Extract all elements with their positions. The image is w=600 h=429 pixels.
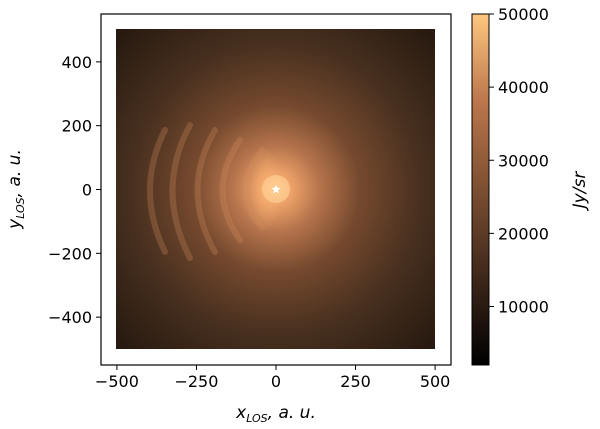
colorbar-tick-label: 50000 xyxy=(498,5,549,24)
y-tick-label: −200 xyxy=(48,244,92,263)
colorbar-tick-label: 30000 xyxy=(498,151,549,170)
colorbar xyxy=(471,13,490,366)
x-axis-label: xLOS, a. u. xyxy=(235,403,316,425)
heatmap-image xyxy=(116,29,435,349)
y-tick-label: 0 xyxy=(82,181,92,200)
x-tick-label: 250 xyxy=(340,372,371,391)
colorbar-tick-label: 10000 xyxy=(498,298,549,317)
x-tick-label: 500 xyxy=(420,372,451,391)
y-tick-label: 400 xyxy=(61,53,92,72)
y-tick-label: −400 xyxy=(48,308,92,327)
colorbar-axis: 10000 20000 30000 40000 50000 xyxy=(489,5,549,317)
colorbar-label: Jy/sr xyxy=(570,171,590,212)
colorbar-tick-label: 40000 xyxy=(498,78,549,97)
x-axis: −500 −250 0 250 500 xyxy=(95,365,450,391)
x-tick-label: 0 xyxy=(271,372,281,391)
y-axis: −400 −200 0 200 400 xyxy=(48,53,101,327)
x-tick-label: −500 xyxy=(95,372,139,391)
star-marker xyxy=(271,184,281,194)
y-axis-label: yLOS, a. u. xyxy=(5,149,27,230)
y-tick-label: 200 xyxy=(61,117,92,136)
x-tick-label: −250 xyxy=(174,372,218,391)
colorbar-tick-label: 20000 xyxy=(498,224,549,243)
